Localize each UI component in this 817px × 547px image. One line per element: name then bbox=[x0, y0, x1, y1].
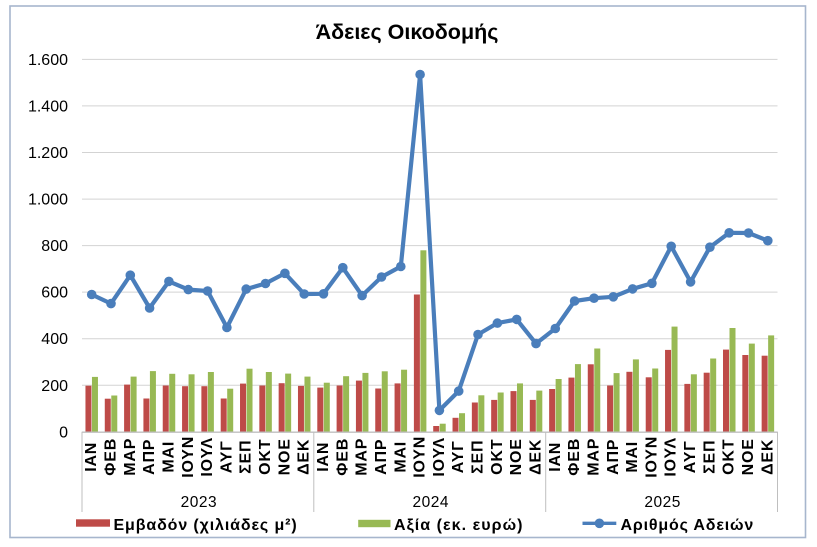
svg-text:800: 800 bbox=[41, 238, 68, 255]
svg-text:200: 200 bbox=[41, 378, 68, 395]
svg-text:ΟΚΤ: ΟΚΤ bbox=[489, 439, 506, 475]
svg-text:ΜΑΡ: ΜΑΡ bbox=[122, 438, 139, 476]
svg-text:2024: 2024 bbox=[413, 494, 449, 511]
svg-text:Αριθμός Αδειών: Αριθμός Αδειών bbox=[621, 517, 755, 534]
svg-text:ΣΕΠ: ΣΕΠ bbox=[470, 440, 487, 474]
svg-text:ΔΕΚ: ΔΕΚ bbox=[296, 439, 313, 475]
svg-text:ΙΑΝ: ΙΑΝ bbox=[547, 442, 564, 472]
svg-text:ΔΕΚ: ΔΕΚ bbox=[759, 439, 776, 475]
svg-text:ΟΚΤ: ΟΚΤ bbox=[721, 439, 738, 475]
svg-text:ΜΑΙ: ΜΑΙ bbox=[160, 441, 177, 473]
svg-text:ΦΕΒ: ΦΕΒ bbox=[103, 438, 120, 476]
svg-text:ΙΟΥΝ: ΙΟΥΝ bbox=[180, 436, 197, 478]
svg-text:ΑΠΡ: ΑΠΡ bbox=[373, 439, 390, 475]
svg-text:ΔΕΚ: ΔΕΚ bbox=[528, 439, 545, 475]
svg-text:ΜΑΙ: ΜΑΙ bbox=[392, 441, 409, 473]
svg-text:ΙΟΥΛ: ΙΟΥΛ bbox=[663, 437, 680, 477]
svg-text:Εμβαδόν (χιλιάδες μ²): Εμβαδόν (χιλιάδες μ²) bbox=[114, 517, 298, 534]
svg-text:ΝΟΕ: ΝΟΕ bbox=[276, 438, 293, 475]
svg-text:ΑΠΡ: ΑΠΡ bbox=[141, 439, 158, 475]
svg-text:1.600: 1.600 bbox=[28, 52, 68, 69]
svg-text:ΣΕΠ: ΣΕΠ bbox=[701, 440, 718, 474]
svg-text:600: 600 bbox=[41, 285, 68, 302]
svg-text:ΑΥΓ: ΑΥΓ bbox=[218, 440, 235, 473]
svg-text:1.400: 1.400 bbox=[28, 98, 68, 115]
svg-text:1.200: 1.200 bbox=[28, 145, 68, 162]
svg-text:ΣΕΠ: ΣΕΠ bbox=[238, 440, 255, 474]
svg-text:ΑΥΓ: ΑΥΓ bbox=[450, 440, 467, 473]
svg-text:400: 400 bbox=[41, 331, 68, 348]
svg-text:Αξία (εκ. ευρώ): Αξία (εκ. ευρώ) bbox=[394, 517, 524, 534]
svg-text:ΜΑΡ: ΜΑΡ bbox=[354, 438, 371, 476]
svg-text:ΙΑΝ: ΙΑΝ bbox=[83, 442, 100, 472]
svg-text:ΑΥΓ: ΑΥΓ bbox=[682, 440, 699, 473]
svg-text:ΙΑΝ: ΙΑΝ bbox=[315, 442, 332, 472]
svg-text:2023: 2023 bbox=[181, 494, 217, 511]
svg-text:ΝΟΕ: ΝΟΕ bbox=[740, 438, 757, 475]
svg-text:ΟΚΤ: ΟΚΤ bbox=[257, 439, 274, 475]
svg-text:ΙΟΥΝ: ΙΟΥΝ bbox=[643, 436, 660, 478]
svg-text:ΑΠΡ: ΑΠΡ bbox=[605, 439, 622, 475]
svg-text:ΝΟΕ: ΝΟΕ bbox=[508, 438, 525, 475]
svg-text:0: 0 bbox=[59, 424, 68, 441]
svg-text:2025: 2025 bbox=[644, 494, 680, 511]
svg-text:ΦΕΒ: ΦΕΒ bbox=[566, 438, 583, 476]
svg-text:1.000: 1.000 bbox=[28, 192, 68, 209]
svg-text:ΙΟΥΛ: ΙΟΥΛ bbox=[199, 437, 216, 477]
svg-text:ΜΑΡ: ΜΑΡ bbox=[586, 438, 603, 476]
svg-text:ΙΟΥΝ: ΙΟΥΝ bbox=[412, 436, 429, 478]
svg-text:ΙΟΥΛ: ΙΟΥΛ bbox=[431, 437, 448, 477]
svg-text:ΦΕΒ: ΦΕΒ bbox=[334, 438, 351, 476]
svg-text:ΜΑΙ: ΜΑΙ bbox=[624, 441, 641, 473]
svg-text:Άδειες Οικοδομής: Άδειες Οικοδομής bbox=[316, 20, 499, 44]
